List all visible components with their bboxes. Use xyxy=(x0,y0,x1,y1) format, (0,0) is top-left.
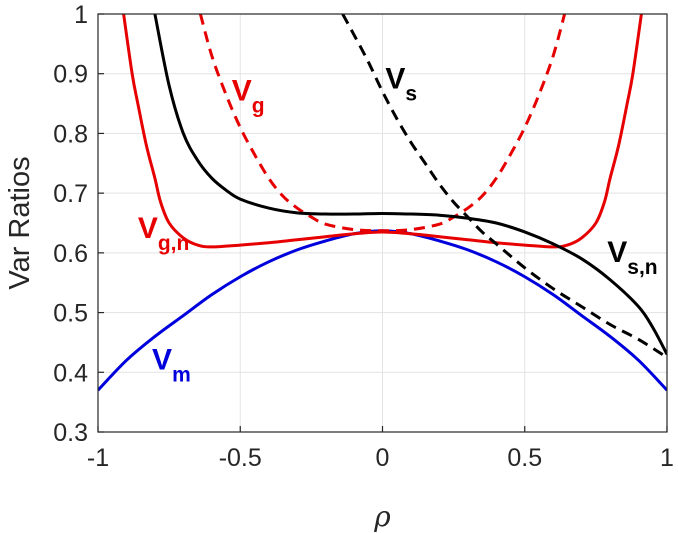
label-vsn: Vs,n xyxy=(607,236,657,279)
y-tick-label: 0.6 xyxy=(53,240,88,268)
y-tick-label: 1 xyxy=(74,1,88,29)
y-tick-label: 0.7 xyxy=(53,180,88,208)
series-v-s-line xyxy=(341,14,667,359)
x-tick-label: 0 xyxy=(376,444,390,472)
annotations: Vs Vg Vg,n Vs,n Vm xyxy=(138,63,658,387)
y-tick-label: 0.3 xyxy=(53,419,88,447)
y-tick-label: 0.8 xyxy=(53,120,88,148)
label-vgn: Vg,n xyxy=(138,212,190,255)
series-v-s-n-line xyxy=(153,14,667,356)
label-vg: Vg xyxy=(232,75,265,118)
label-vm: Vm xyxy=(152,343,191,386)
x-tick-label: 0.5 xyxy=(507,444,542,472)
grid xyxy=(97,13,668,433)
y-tick-label: 0.5 xyxy=(53,300,88,328)
label-vs: Vs xyxy=(385,63,417,106)
series-v-g-line xyxy=(198,14,567,233)
x-tick-label: 1 xyxy=(660,444,674,472)
y-axis-label: Var Ratios xyxy=(4,156,36,289)
ticks: -1 -0.5 0 0.5 1 0.3 0.4 0.5 0.6 0.7 0.8 0.9 1 xyxy=(53,1,674,472)
x-tick-label: -0.5 xyxy=(219,444,262,472)
y-tick-label: 0.4 xyxy=(53,359,88,387)
x-axis-label: ρ xyxy=(373,500,391,533)
x-tick-label: -1 xyxy=(87,444,109,472)
series-layer xyxy=(98,14,667,392)
y-tick-label: 0.9 xyxy=(53,61,88,89)
